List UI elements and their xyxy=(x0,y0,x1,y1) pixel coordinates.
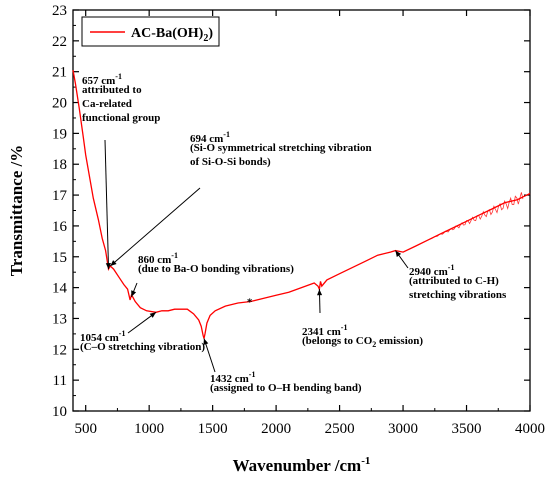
x-tick-label: 1500 xyxy=(198,421,228,437)
legend-label: AC-Ba(OH)2) xyxy=(131,26,213,44)
annotation-arrowhead-2 xyxy=(131,290,137,297)
x-tick-label: 1000 xyxy=(134,421,164,437)
annotation-arrowhead-3 xyxy=(149,312,156,318)
x-tick-label: 3500 xyxy=(452,421,482,437)
y-tick-label: 22 xyxy=(52,34,67,50)
y-tick-label: 21 xyxy=(52,65,67,81)
annotation-5: 2341 cm-1 (belongs to CO2 emission) xyxy=(302,323,423,349)
annotation-4: 1432 cm-1 (assigned to O–H bending band) xyxy=(210,370,362,394)
annotation-arrowhead-4 xyxy=(203,338,209,345)
annotation-arrowhead-0 xyxy=(105,263,111,270)
x-tick-label: 2500 xyxy=(325,421,355,437)
annotation-arrowhead-5 xyxy=(317,289,323,296)
y-tick-label: 19 xyxy=(52,126,67,142)
x-tick-label: 2000 xyxy=(261,421,291,437)
annotation-2: 860 cm-1 (due to Ba-O bonding vibrations) xyxy=(138,251,294,275)
y-tick-label: 17 xyxy=(52,188,68,204)
annotation-arrowhead-6 xyxy=(395,250,402,257)
x-tick-label: 3000 xyxy=(388,421,418,437)
y-tick-label: 13 xyxy=(52,311,67,327)
y-tick-label: 10 xyxy=(52,404,67,420)
annotation-arrow-1 xyxy=(109,187,201,267)
x-tick-label: 500 xyxy=(74,421,97,437)
y-axis-title: Transmittance /% xyxy=(7,145,26,276)
x-tick-label: 4000 xyxy=(515,421,545,437)
y-tick-label: 20 xyxy=(52,96,67,112)
annotation-arrowhead-1 xyxy=(110,260,117,266)
y-tick-label: 18 xyxy=(52,157,67,173)
asterisk-mark: * xyxy=(247,297,253,309)
y-tick-label: 11 xyxy=(53,373,67,389)
series-noise xyxy=(428,192,524,241)
y-tick-label: 14 xyxy=(52,281,68,297)
annotation-3: 1054 cm-1 (C–O stretching vibration) xyxy=(80,329,205,353)
y-tick-label: 12 xyxy=(52,342,67,358)
annotation-6: 2940 cm-1 (attributed to C-H) stretching v… xyxy=(409,263,507,301)
annotation-1: 694 cm-1 (Si-O symmetrical stretching vib… xyxy=(190,130,372,168)
y-tick-label: 23 xyxy=(52,3,67,19)
annotation-arrow-0 xyxy=(104,139,110,270)
y-tick-label: 15 xyxy=(52,250,67,266)
series-line xyxy=(72,69,531,339)
x-axis-title: Wavenumber /cm-1 xyxy=(233,455,371,475)
annotation-0: 657 cm-1 attributed to Ca-related functiona… xyxy=(82,72,160,124)
y-tick-label: 16 xyxy=(52,219,68,235)
